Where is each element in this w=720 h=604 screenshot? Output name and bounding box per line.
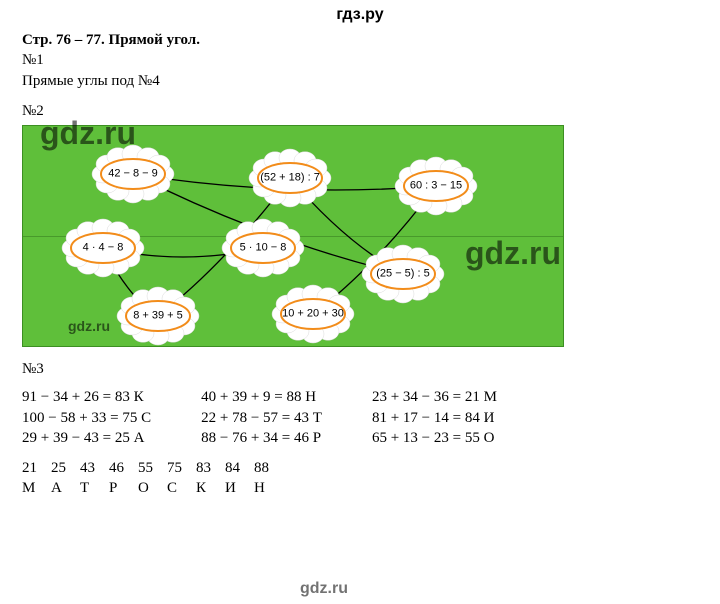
flower: (52 + 18) : 7 xyxy=(245,148,335,208)
flower: 42 − 8 − 9 xyxy=(88,144,178,204)
section-title: Стр. 76 – 77. Прямой угол. xyxy=(22,30,698,50)
num-cell: 88 xyxy=(254,458,283,478)
ex1-text: Прямые углы под №4 xyxy=(22,73,160,89)
ex3-line: 65 + 13 − 23 = 55 О xyxy=(372,428,497,448)
flower: 8 + 39 + 5 xyxy=(113,286,203,346)
num-cell: 46 xyxy=(109,458,138,478)
letter-cell: Р xyxy=(109,478,138,498)
ex3: №3 91 − 34 + 26 = 83 К 100 − 58 + 33 = 7… xyxy=(22,359,698,499)
flower-label: 10 + 20 + 30 xyxy=(282,307,344,322)
ex3-line: 29 + 39 − 43 = 25 А xyxy=(22,428,151,448)
ex3-line: 88 − 76 + 34 = 46 Р xyxy=(201,428,322,448)
content: Стр. 76 – 77. Прямой угол. №1 Прямые угл… xyxy=(0,24,720,499)
ex3-num: №3 xyxy=(22,361,44,377)
num-cell: 21 xyxy=(22,458,51,478)
flower: (25 − 5) : 5 xyxy=(358,244,448,304)
ex2-box: 42 − 8 − 9 (52 + 18) : 7 60 : 3 − 15 4 ·… xyxy=(22,125,564,347)
num-cell: 43 xyxy=(80,458,109,478)
ex3-col-2: 23 + 34 − 36 = 21 М 81 + 17 − 14 = 84 И … xyxy=(372,387,497,448)
letter-cell: О xyxy=(138,478,167,498)
flower-label: (25 − 5) : 5 xyxy=(376,267,430,282)
ex1-num: №1 xyxy=(22,52,44,68)
flower: 5 · 10 − 8 xyxy=(218,218,308,278)
flower-label: 60 : 3 − 15 xyxy=(410,179,462,194)
ex3-line: 22 + 78 − 57 = 43 Т xyxy=(201,408,322,428)
ex2: №2 xyxy=(22,101,698,121)
num-cell: 84 xyxy=(225,458,254,478)
flower-label: 5 · 10 − 8 xyxy=(240,241,287,256)
ex3-columns: 91 − 34 + 26 = 83 К 100 − 58 + 33 = 75 С… xyxy=(22,387,698,448)
table-row: М А Т Р О С К И Н xyxy=(22,478,283,498)
letter-cell: К xyxy=(196,478,225,498)
site-top: гдз.ру xyxy=(336,6,383,23)
letter-cell: М xyxy=(22,478,51,498)
ex3-line: 81 + 17 − 14 = 84 И xyxy=(372,408,497,428)
flower-label: 4 · 4 − 8 xyxy=(83,241,124,256)
letter-cell: Н xyxy=(254,478,283,498)
ex3-line: 100 − 58 + 33 = 75 С xyxy=(22,408,151,428)
ex2-num: №2 xyxy=(22,103,44,119)
num-cell: 25 xyxy=(51,458,80,478)
letter-cell: И xyxy=(225,478,254,498)
ex3-line: 91 − 34 + 26 = 83 К xyxy=(22,387,151,407)
ex1: №1 Прямые углы под №4 xyxy=(22,50,698,91)
flower-label: 8 + 39 + 5 xyxy=(133,309,183,324)
num-cell: 55 xyxy=(138,458,167,478)
flower: 60 : 3 − 15 xyxy=(391,156,481,216)
ex3-line: 40 + 39 + 9 = 88 Н xyxy=(201,387,322,407)
flower-label: 42 − 8 − 9 xyxy=(108,167,158,182)
ex3-line: 23 + 34 − 36 = 21 М xyxy=(372,387,497,407)
watermark: gdz.ru xyxy=(300,580,348,598)
flower-label: (52 + 18) : 7 xyxy=(260,171,320,186)
letter-cell: Т xyxy=(80,478,109,498)
page-header: гдз.ру xyxy=(0,0,720,24)
letter-cell: А xyxy=(51,478,80,498)
ex3-table: 21 25 43 46 55 75 83 84 88 М А Т Р О С К… xyxy=(22,458,283,499)
table-row: 21 25 43 46 55 75 83 84 88 xyxy=(22,458,283,478)
ex3-col-0: 91 − 34 + 26 = 83 К 100 − 58 + 33 = 75 С… xyxy=(22,387,151,448)
num-cell: 75 xyxy=(167,458,196,478)
letter-cell: С xyxy=(167,478,196,498)
flower: 10 + 20 + 30 xyxy=(268,284,358,344)
ex3-col-1: 40 + 39 + 9 = 88 Н 22 + 78 − 57 = 43 Т 8… xyxy=(201,387,322,448)
num-cell: 83 xyxy=(196,458,225,478)
flower: 4 · 4 − 8 xyxy=(58,218,148,278)
